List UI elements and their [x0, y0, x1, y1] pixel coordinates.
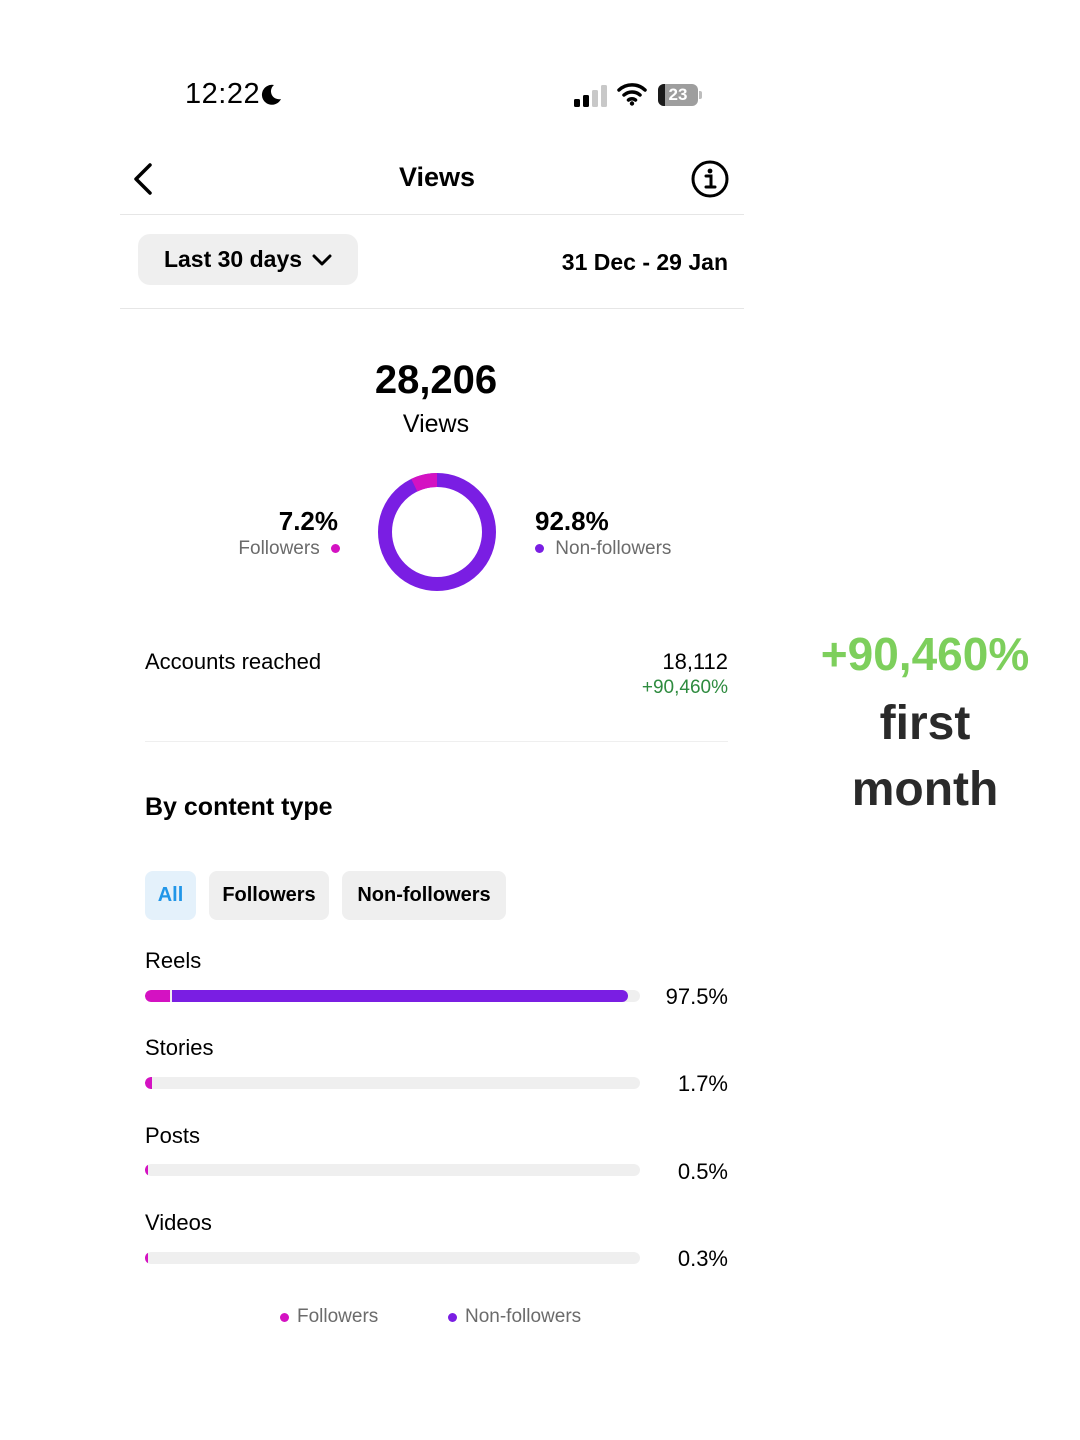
content-row-label: Videos: [145, 1210, 212, 1235]
legend-followers-label: Followers: [297, 1306, 379, 1327]
battery-level: 23: [668, 85, 688, 104]
content-row-label: Posts: [145, 1123, 201, 1148]
accounts-reached-change: +90,460%: [641, 677, 728, 698]
promo-line-month: month: [851, 763, 999, 816]
content-row-value: 1.7%: [677, 1071, 728, 1096]
content-row-label: Reels: [145, 948, 202, 973]
promo-line-first: first: [879, 697, 971, 750]
bar-followers: [145, 1164, 148, 1176]
content-row-label: Stories: [145, 1035, 214, 1060]
status-time: 12:22: [185, 78, 261, 110]
followers-label: Followers: [238, 538, 320, 559]
content-bar-track: [145, 1164, 640, 1176]
followers-legend: Followers: [180, 538, 340, 560]
bar-followers: [145, 1252, 148, 1264]
legend-non-followers-dot: [448, 1312, 457, 1322]
bar-non-followers: [171, 990, 628, 1002]
non-followers-label: Non-followers: [555, 538, 672, 559]
legend-non-followers: Non-followers: [448, 1306, 581, 1328]
followers-percent: 7.2%: [278, 506, 338, 536]
moon-icon: [261, 84, 281, 105]
tab-non-followers[interactable]: Non-followers: [342, 871, 506, 920]
views-donut-chart: [378, 473, 496, 591]
accounts-reached-label: Accounts reached: [145, 649, 322, 674]
battery-indicator: 23: [658, 84, 704, 106]
date-range-text: 31 Dec - 29 Jan: [561, 249, 728, 275]
non-followers-dot: [535, 544, 544, 554]
content-bar-track: [145, 990, 640, 1002]
date-range-dropdown[interactable]: Last 30 days: [138, 234, 358, 285]
content-bar-track: [145, 1077, 640, 1089]
accounts-reached-value: 18,112: [662, 649, 728, 674]
legend-non-followers-label: Non-followers: [465, 1306, 582, 1327]
tab-followers[interactable]: Followers: [209, 871, 329, 920]
info-circle-icon[interactable]: [690, 159, 730, 199]
views-total: 28,206: [374, 358, 498, 402]
page-title: Views: [398, 162, 476, 192]
non-followers-percent: 92.8%: [535, 506, 609, 536]
bar-followers: [145, 990, 170, 1002]
date-range-label: Last 30 days: [163, 246, 303, 272]
content-row-value: 97.5%: [665, 984, 728, 1009]
legend-followers-dot: [280, 1312, 289, 1322]
legend-followers: Followers: [280, 1306, 378, 1328]
filter-divider: [120, 308, 744, 309]
accounts-divider: [145, 741, 728, 742]
views-total-label: Views: [402, 410, 470, 438]
donut-followers-arc: [411, 473, 438, 492]
content-bar-track: [145, 1252, 640, 1264]
non-followers-legend: Non-followers: [535, 538, 735, 560]
donut-non-followers-arc: [378, 473, 496, 591]
wifi-icon: [617, 83, 647, 106]
followers-dot: [331, 544, 340, 554]
content-row-value: 0.5%: [677, 1159, 728, 1184]
chevron-left-icon[interactable]: [130, 162, 158, 196]
bar-followers: [145, 1077, 153, 1089]
promo-growth: +90,460%: [820, 628, 1030, 680]
header-divider: [120, 214, 744, 215]
tab-all[interactable]: All: [145, 871, 196, 920]
signal-icon: [574, 85, 607, 107]
section-title: By content type: [145, 793, 333, 821]
content-row-value: 0.3%: [677, 1246, 728, 1271]
chevron-down-icon: [312, 254, 332, 265]
